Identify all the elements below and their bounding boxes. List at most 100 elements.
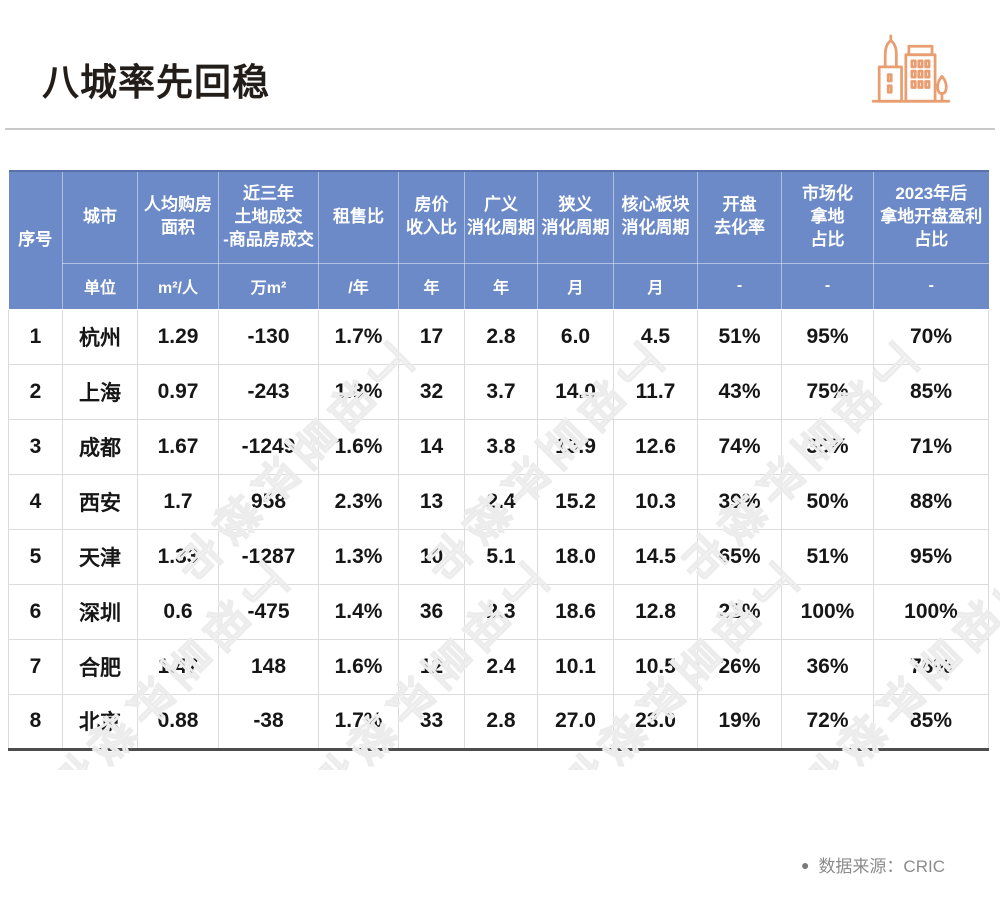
- cell-narrow-cycle: 14.0: [537, 363, 614, 420]
- cell-city: 成都: [62, 418, 138, 475]
- cell-city: 深圳: [62, 583, 138, 640]
- header-profit-share: 2023年后 拿地开盘盈利 占比: [873, 170, 989, 264]
- cell-land: -243: [218, 363, 319, 420]
- cell-opening-rate: 74%: [697, 418, 782, 475]
- cell-rent-ratio: 1.8%: [318, 363, 399, 420]
- cell-core-cycle: 10.5: [613, 638, 698, 695]
- header-price-income: 房价 收入比: [398, 170, 465, 264]
- cell-city: 杭州: [62, 308, 138, 365]
- cell-narrow-cycle: 18.0: [537, 528, 614, 585]
- cell-rent-ratio: 1.6%: [318, 418, 399, 475]
- cell-profit-share: 95%: [873, 528, 989, 585]
- header-city: 城市: [62, 170, 138, 264]
- unit-opening-rate: -: [697, 263, 782, 310]
- table-body: 1 杭州 1.29 -130 1.7% 17 2.8 6.0 4.5 51% 95% 70% 2 上海 0.…: [8, 308, 989, 749]
- cell-rent-ratio: 1.7%: [318, 693, 399, 749]
- cell-opening-rate: 39%: [697, 473, 782, 530]
- cell-city: 上海: [62, 363, 138, 420]
- cell-price-income: 32: [398, 363, 465, 420]
- table-row: 5 天津 1.33 -1287 1.3% 10 5.1 18.0 14.5 65% 51% 95%: [8, 528, 989, 585]
- cell-index: 8: [8, 693, 63, 749]
- cell-core-cycle: 14.5: [613, 528, 698, 585]
- cell-price-income: 36: [398, 583, 465, 640]
- cell-index: 1: [8, 308, 63, 365]
- buildings-icon: [871, 34, 951, 103]
- table-row: 1 杭州 1.29 -130 1.7% 17 2.8 6.0 4.5 51% 95% 70%: [8, 308, 989, 365]
- cell-market-land: 75%: [781, 363, 874, 420]
- unit-profit-share: -: [873, 263, 989, 310]
- cell-area: 1.67: [137, 418, 219, 475]
- unit-core-cycle: 月: [613, 263, 698, 310]
- cell-area: 1.29: [137, 308, 219, 365]
- unit-city: 单位: [62, 263, 138, 310]
- cell-area: 0.6: [137, 583, 219, 640]
- cell-rent-ratio: 1.3%: [318, 528, 399, 585]
- cell-rent-ratio: 2.3%: [318, 473, 399, 530]
- cell-profit-share: 85%: [873, 363, 989, 420]
- unit-price-income: 年: [398, 263, 465, 310]
- cell-area: 0.97: [137, 363, 219, 420]
- cell-land: -1249: [218, 418, 319, 475]
- cell-market-land: 51%: [781, 528, 874, 585]
- cell-profit-share: 70%: [873, 308, 989, 365]
- cell-profit-share: 100%: [873, 583, 989, 640]
- cell-narrow-cycle: 6.0: [537, 308, 614, 365]
- cell-market-land: 100%: [781, 583, 874, 640]
- table-row: 4 西安 1.7 958 2.3% 13 2.4 15.2 10.3 39% 50% 88%: [8, 473, 989, 530]
- cell-opening-rate: 51%: [697, 308, 782, 365]
- cell-land: -475: [218, 583, 319, 640]
- cell-index: 5: [8, 528, 63, 585]
- cell-price-income: 12: [398, 638, 465, 695]
- cell-broad-cycle: 2.4: [464, 638, 538, 695]
- table-row: 6 深圳 0.6 -475 1.4% 36 2.3 18.6 12.8 21% 100% 100%: [8, 583, 989, 640]
- cell-broad-cycle: 3.7: [464, 363, 538, 420]
- cell-profit-share: 78%: [873, 638, 989, 695]
- cell-area: 0.88: [137, 693, 219, 749]
- cell-land: -38: [218, 693, 319, 749]
- cell-index: 6: [8, 583, 63, 640]
- table-row: 7 合肥 1.47 148 1.6% 12 2.4 10.1 10.5 26% 36% 78%: [8, 638, 989, 695]
- city-metrics-table: 序号 城市 人均购房 面积 近三年 土地成交 -商品房成交 租售比 房价 收入比…: [8, 170, 989, 751]
- cell-narrow-cycle: 18.6: [537, 583, 614, 640]
- cell-broad-cycle: 2.8: [464, 693, 538, 749]
- cell-land: 148: [218, 638, 319, 695]
- cell-price-income: 33: [398, 693, 465, 749]
- cell-index: 3: [8, 418, 63, 475]
- data-source: ● 数据来源：CRIC: [801, 852, 945, 877]
- cell-city: 北京: [62, 693, 138, 749]
- cell-land: 958: [218, 473, 319, 530]
- cell-rent-ratio: 1.6%: [318, 638, 399, 695]
- unit-area: m²/人: [137, 263, 219, 310]
- cell-price-income: 14: [398, 418, 465, 475]
- cell-land: -130: [218, 308, 319, 365]
- cell-index: 4: [8, 473, 63, 530]
- header-row-labels: 序号 城市 人均购房 面积 近三年 土地成交 -商品房成交 租售比 房价 收入比…: [8, 170, 989, 310]
- cell-core-cycle: 23.0: [613, 693, 698, 749]
- table-row: 8 北京 0.88 -38 1.7% 33 2.8 27.0 23.0 19% 72% 85%: [8, 693, 989, 749]
- cell-broad-cycle: 2.4: [464, 473, 538, 530]
- cell-opening-rate: 21%: [697, 583, 782, 640]
- page-title: 八城率先回稳: [42, 62, 270, 103]
- cell-opening-rate: 65%: [697, 528, 782, 585]
- cell-market-land: 95%: [781, 308, 874, 365]
- cell-broad-cycle: 2.3: [464, 583, 538, 640]
- unit-narrow-cycle: 月: [537, 263, 614, 310]
- cell-opening-rate: 19%: [697, 693, 782, 749]
- header-opening-rate: 开盘 去化率: [697, 170, 782, 264]
- cell-profit-share: 88%: [873, 473, 989, 530]
- cell-city: 天津: [62, 528, 138, 585]
- cell-area: 1.47: [137, 638, 219, 695]
- cell-opening-rate: 43%: [697, 363, 782, 420]
- unit-land: 万m²: [218, 263, 319, 310]
- cell-index: 2: [8, 363, 63, 420]
- cell-core-cycle: 12.6: [613, 418, 698, 475]
- cell-profit-share: 71%: [873, 418, 989, 475]
- table-header: 序号 城市 人均购房 面积 近三年 土地成交 -商品房成交 租售比 房价 收入比…: [8, 170, 989, 310]
- header-core-cycle: 核心板块 消化周期: [613, 170, 698, 264]
- data-source-label: 数据来源：CRIC: [818, 857, 945, 876]
- cell-price-income: 13: [398, 473, 465, 530]
- cell-narrow-cycle: 13.9: [537, 418, 614, 475]
- cell-core-cycle: 12.8: [613, 583, 698, 640]
- cell-city: 合肥: [62, 638, 138, 695]
- cell-narrow-cycle: 10.1: [537, 638, 614, 695]
